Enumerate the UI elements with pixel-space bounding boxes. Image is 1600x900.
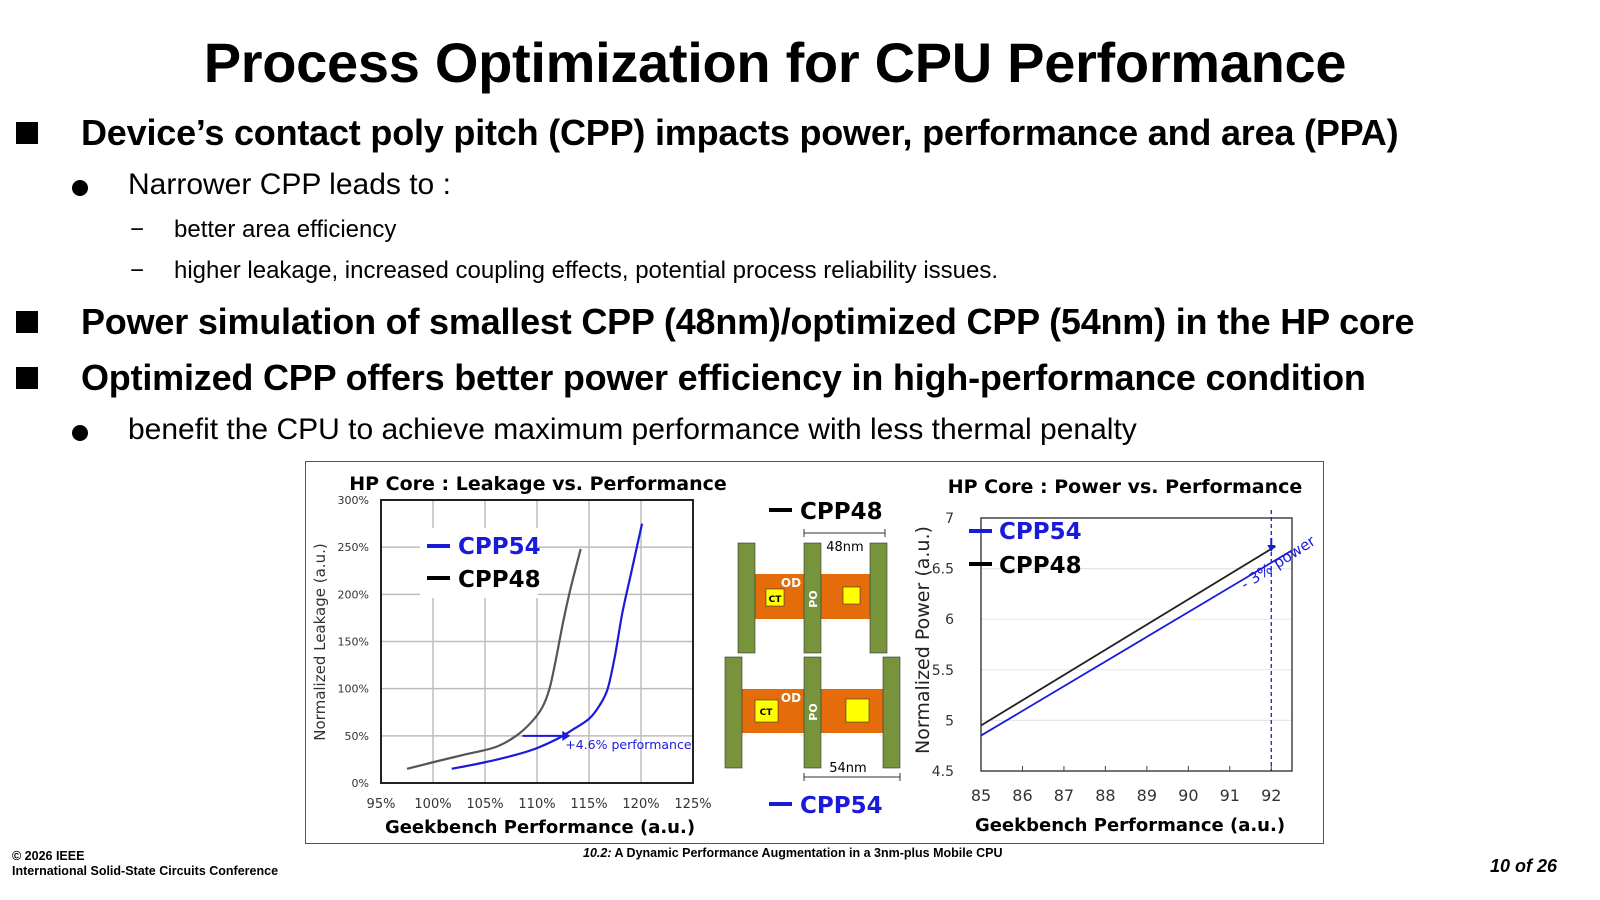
- x-tick-label: 125%: [674, 797, 711, 812]
- dash-bullet-icon: −: [130, 257, 145, 284]
- poly-gate: [882, 656, 901, 769]
- y-tick-label: 4.5: [932, 764, 954, 780]
- x-tick-label: 95%: [367, 797, 396, 812]
- x-tick-label: 88: [1095, 786, 1115, 805]
- poly-gate: [737, 542, 756, 654]
- arrow-head-icon: [1267, 545, 1276, 552]
- legend-label-cpp48: CPP48: [999, 553, 1082, 579]
- x-tick-label: 86: [1012, 786, 1032, 805]
- bullet-text: benefit the CPU to achieve maximum perfo…: [128, 413, 1137, 446]
- chart-title: HP Core : Power vs. Performance: [948, 476, 1303, 498]
- y-tick-label: 6: [945, 612, 954, 628]
- legend-bg: [420, 528, 538, 598]
- chart-title: HP Core : Leakage vs. Performance: [349, 473, 727, 495]
- cpp-layout-diagram: CPP48 48nm OD PO CT OD PO CT 54nm CPP54: [724, 499, 901, 819]
- contact: [842, 586, 861, 605]
- bullet-text: Narrower CPP leads to :: [128, 168, 451, 201]
- po-label: PO: [807, 590, 820, 607]
- dash-bullet-icon: −: [130, 216, 145, 243]
- legend-label-cpp48: CPP48: [458, 567, 541, 593]
- series-line-cpp54: [980, 549, 1293, 737]
- square-bullet-icon: [16, 122, 38, 144]
- legend-label-cpp54: CPP54: [458, 534, 541, 560]
- x-tick-label: 110%: [518, 797, 555, 812]
- bullet-text: Optimized CPP offers better power effici…: [81, 357, 1366, 398]
- conference-name: International Solid-State Circuits Confe…: [12, 864, 279, 878]
- bullet-text: Device’s contact poly pitch (CPP) impact…: [81, 112, 1399, 153]
- x-tick-label: 115%: [570, 797, 607, 812]
- series-line-cpp48: [980, 545, 1276, 727]
- slide-title: Process Optimization for CPU Performance: [203, 31, 1347, 94]
- ct-label: CT: [760, 708, 774, 718]
- y-tick-label: 7: [945, 511, 954, 527]
- pitch-label-48: 48nm: [826, 540, 863, 555]
- round-bullet-icon: [72, 180, 88, 196]
- page-number: 10 of 26: [1489, 856, 1557, 876]
- legend: CPP54 CPP48: [420, 528, 541, 598]
- poly-gate: [724, 656, 743, 769]
- x-tick-label: 85: [971, 786, 991, 805]
- x-tick-label: 100%: [414, 797, 451, 812]
- series-line-cpp48: [406, 548, 582, 770]
- po-label: PO: [807, 703, 820, 720]
- footer-copyright: © 2026 IEEE International Solid-State Ci…: [12, 849, 278, 879]
- y-tick-label: 250%: [338, 541, 369, 554]
- x-tick-label: 87: [1054, 786, 1074, 805]
- y-tick-label: 0%: [352, 777, 369, 790]
- od-label: OD: [781, 576, 801, 590]
- y-tick-label: 5.5: [932, 663, 954, 679]
- paper-id: 10.2:: [583, 846, 612, 860]
- legend-label-cpp54: CPP54: [999, 519, 1082, 545]
- contact-ct: [754, 699, 779, 723]
- power-chart: HP Core : Power vs. Performance 4.5 5 5.5 6…: [912, 476, 1319, 836]
- plot-frame: [380, 499, 694, 784]
- bullet-text: better area efficiency: [174, 216, 397, 243]
- od-label: OD: [781, 691, 801, 705]
- diagram-label-cpp54: CPP54: [800, 793, 883, 819]
- y-tick-label: 300%: [338, 494, 369, 507]
- round-bullet-icon: [72, 425, 88, 441]
- pitch-label-54: 54nm: [829, 761, 866, 776]
- poly-gate: [869, 542, 888, 654]
- footer-paper-title: 10.2: A Dynamic Performance Augmentation…: [583, 846, 1003, 860]
- ct-label: CT: [769, 595, 783, 605]
- diagram-label-cpp48: CPP48: [800, 499, 883, 525]
- y-axis-label: Normalized Power (a.u.): [912, 526, 934, 754]
- y-tick-label: 50%: [345, 730, 369, 743]
- x-tick-label: 105%: [466, 797, 503, 812]
- leakage-chart: HP Core : Leakage vs. Performance 0% 50% 1…: [311, 473, 727, 838]
- y-axis-label: Normalized Leakage (a.u.): [311, 543, 329, 740]
- series-line-cpp54: [451, 523, 644, 770]
- y-tick-label: 100%: [338, 683, 369, 696]
- plot-frame: [980, 517, 1293, 772]
- x-axis-label: Geekbench Performance (a.u.): [975, 815, 1285, 836]
- x-tick-label: 92: [1261, 786, 1281, 805]
- y-tick-label: 5: [945, 713, 954, 729]
- performance-annotation: +4.6% performance: [565, 737, 692, 752]
- x-tick-label: 90: [1178, 786, 1198, 805]
- x-tick-label: 89: [1137, 786, 1157, 805]
- x-axis-label: Geekbench Performance (a.u.): [385, 817, 695, 838]
- y-tick-label: 200%: [338, 588, 369, 601]
- copyright-text: © 2026 IEEE: [12, 849, 85, 863]
- figure-panel: [305, 461, 1324, 844]
- legend: CPP54 CPP48: [969, 519, 1082, 579]
- arrow-head-icon: [562, 730, 571, 741]
- y-tick-label: 150%: [338, 636, 369, 649]
- x-tick-label: 120%: [622, 797, 659, 812]
- y-tick-label: 6.5: [932, 562, 954, 578]
- contact-ct: [765, 588, 785, 607]
- x-tick-label: 91: [1220, 786, 1240, 805]
- square-bullet-icon: [16, 367, 38, 389]
- bullet-text: higher leakage, increased coupling effec…: [174, 257, 999, 284]
- square-bullet-icon: [16, 311, 38, 333]
- bullet-text: Power simulation of smallest CPP (48nm)/…: [81, 301, 1415, 342]
- paper-title: A Dynamic Performance Augmentation in a …: [614, 846, 1003, 860]
- poly-gate: [803, 542, 822, 654]
- poly-gate: [803, 656, 822, 769]
- contact: [845, 698, 870, 723]
